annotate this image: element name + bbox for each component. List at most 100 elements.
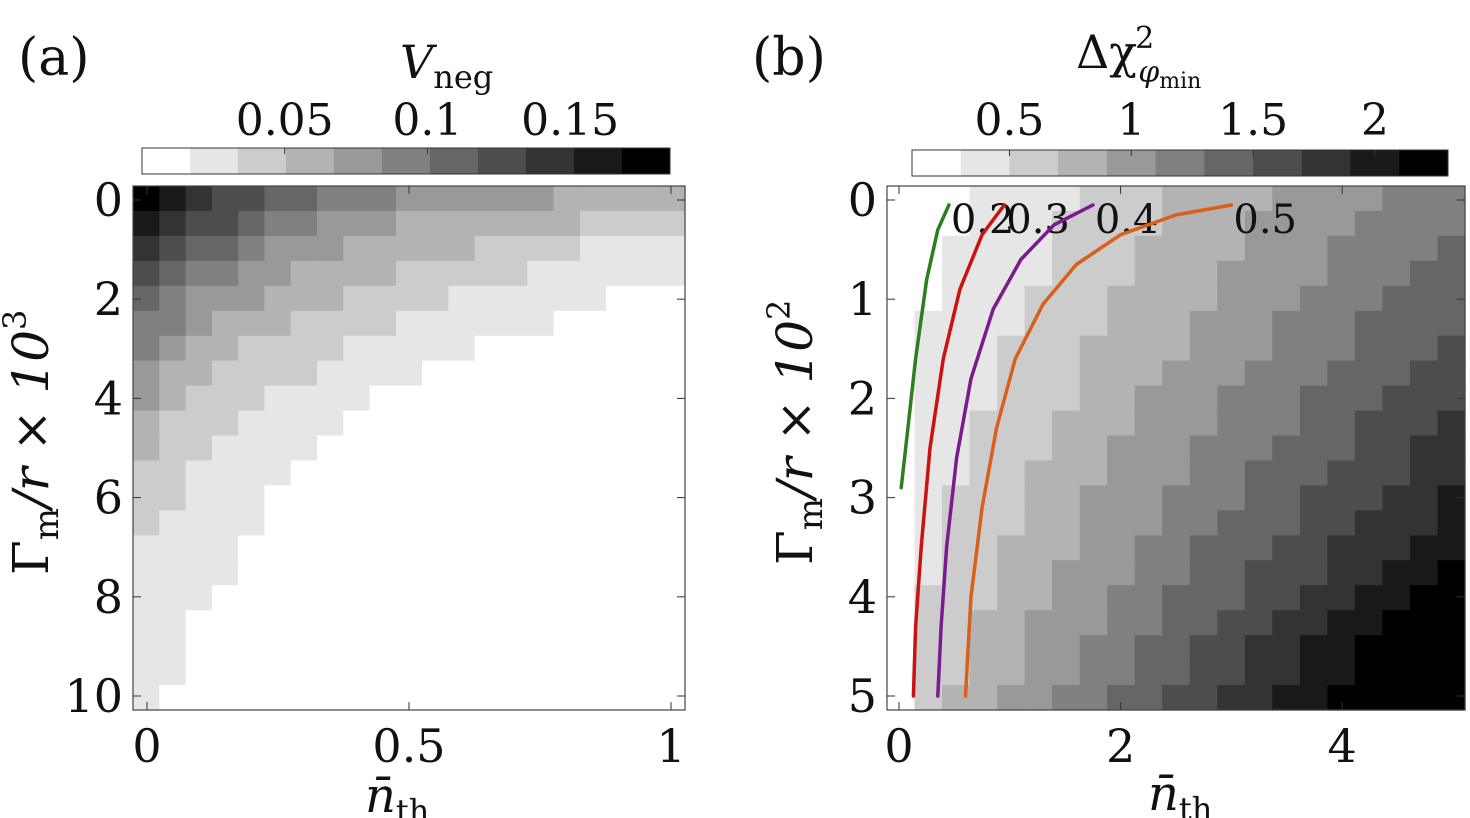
heatmap-b-cell <box>1052 460 1081 487</box>
heatmap-a-cell <box>606 685 634 711</box>
heatmap-a-cell <box>238 460 266 487</box>
heatmap-a-cell <box>527 235 555 262</box>
heatmap-b-cell <box>969 660 998 686</box>
heatmap-a-cell <box>579 235 607 262</box>
heatmap-a-cell <box>343 635 371 661</box>
heatmap-a-cell <box>501 585 528 611</box>
heatmap-b-cell <box>1189 235 1218 262</box>
heatmap-a-cell <box>658 210 686 237</box>
heatmap-a-cell <box>238 610 266 636</box>
heatmap-a-cell <box>211 485 239 511</box>
heatmap-b-cell <box>1189 460 1218 487</box>
heatmap-b-cell <box>1052 385 1081 412</box>
heatmap-a-cell <box>527 210 555 237</box>
heatmap-a-cell <box>238 510 266 536</box>
heatmap-a-cell <box>343 360 371 387</box>
heatmap-b-cell <box>1299 585 1328 611</box>
heatmap-b-cell <box>997 535 1026 561</box>
heatmap-a-cell <box>422 435 450 462</box>
heatmap-b-cell <box>1134 385 1163 412</box>
heatmap-a-cell <box>658 260 686 287</box>
heatmap-a-cell <box>211 560 239 586</box>
heatmap-a-cell <box>474 360 502 387</box>
heatmap-b-cell <box>1079 585 1108 611</box>
heatmap-a-cell <box>579 210 607 237</box>
heatmap-a-cell <box>422 235 450 262</box>
heatmap-a-cell <box>133 585 160 611</box>
heatmap-a-cell <box>317 310 344 337</box>
heatmap-a-cell <box>290 460 318 487</box>
heatmap-b-cell <box>969 410 998 437</box>
ytick-label-a: 4 <box>94 371 123 425</box>
heatmap-b-cell <box>1079 435 1108 462</box>
heatmap-a-cell <box>501 410 528 437</box>
heatmap-a-cell <box>343 560 371 586</box>
contour-label-2: 0.4 <box>1095 197 1159 243</box>
heatmap-b-cell <box>1299 210 1328 237</box>
heatmap-b-cell <box>1382 560 1411 586</box>
heatmap-a-cell <box>527 260 555 287</box>
heatmap-a-cell <box>290 685 318 711</box>
heatmap-b-cell <box>1079 310 1108 337</box>
heatmap-b-cell <box>1217 660 1246 686</box>
heatmap-b-cell <box>1162 485 1191 511</box>
heatmap-a-cell <box>527 460 555 487</box>
heatmap-b-cell <box>942 485 971 511</box>
heatmap-b-cell <box>1024 585 1053 611</box>
heatmap-b-cell <box>1024 186 1053 212</box>
heatmap-a-cell <box>422 510 450 536</box>
heatmap-a-cell <box>658 560 686 586</box>
heatmap-a-cell <box>448 186 476 212</box>
heatmap-a-cell <box>395 210 423 237</box>
heatmap-a-cell <box>606 535 634 561</box>
heatmap-a-cell <box>395 410 423 437</box>
heatmap-b-cell <box>1189 260 1218 287</box>
heatmap-b-cell <box>1272 610 1301 636</box>
colorbar-a-tick-label: 0.05 <box>236 95 334 146</box>
heatmap-a-cell <box>501 260 528 287</box>
heatmap-a-cell <box>448 560 476 586</box>
heatmap-a-cell <box>553 210 581 237</box>
heatmap-b-cell <box>887 335 916 362</box>
heatmap-b-cell <box>1107 360 1136 387</box>
heatmap-a-cell <box>474 435 502 462</box>
colorbar-b-tick-label: 1 <box>1117 95 1145 146</box>
heatmap-a-cell <box>290 435 318 462</box>
heatmap-a-cell <box>474 585 502 611</box>
heatmap-a-cell <box>290 285 318 312</box>
heatmap-b-cell <box>1244 485 1273 511</box>
heatmap-a-cell <box>369 585 397 611</box>
heatmap-a-cell <box>238 385 266 412</box>
heatmap-b-cell <box>1079 410 1108 437</box>
colorbar-b-swatch <box>1399 150 1449 176</box>
heatmap-a-cell <box>501 535 528 561</box>
heatmap-b-cell <box>1272 360 1301 387</box>
heatmap-a-cell <box>185 410 213 437</box>
heatmap-b-cell <box>1354 335 1384 362</box>
heatmap-b-cell <box>942 360 971 387</box>
heatmap-a-cell <box>317 635 344 661</box>
heatmap-a-cell <box>395 535 423 561</box>
colorbar-a-swatch <box>286 148 335 174</box>
heatmap-a-cell <box>632 510 660 536</box>
heatmap-b-cell <box>1299 435 1328 462</box>
heatmap-b-cell <box>1382 435 1411 462</box>
heatmap-b-cell <box>1244 235 1273 262</box>
heatmap-a-cell <box>632 360 660 387</box>
heatmap-a-cell <box>369 335 397 362</box>
heatmap-a-cell <box>211 460 239 487</box>
heatmap-b-cell <box>1409 610 1439 636</box>
heatmap-a-cell <box>317 260 344 287</box>
heatmap-b-cell <box>914 610 943 636</box>
heatmap-a-cell <box>369 310 397 337</box>
colorbar-title-b: Δχ2 φmin <box>1076 21 1201 94</box>
heatmap-a-cell <box>527 335 555 362</box>
heatmap-a-cell <box>133 485 160 511</box>
heatmap-a-cell <box>343 260 371 287</box>
heatmap-b-cell <box>914 535 943 561</box>
heatmap-b-cell <box>1134 360 1163 387</box>
heatmap-a-cell <box>527 186 555 212</box>
heatmap-b-cell <box>1217 535 1246 561</box>
heatmap-a-cell <box>579 186 607 212</box>
heatmap-b-cell <box>1327 435 1356 462</box>
